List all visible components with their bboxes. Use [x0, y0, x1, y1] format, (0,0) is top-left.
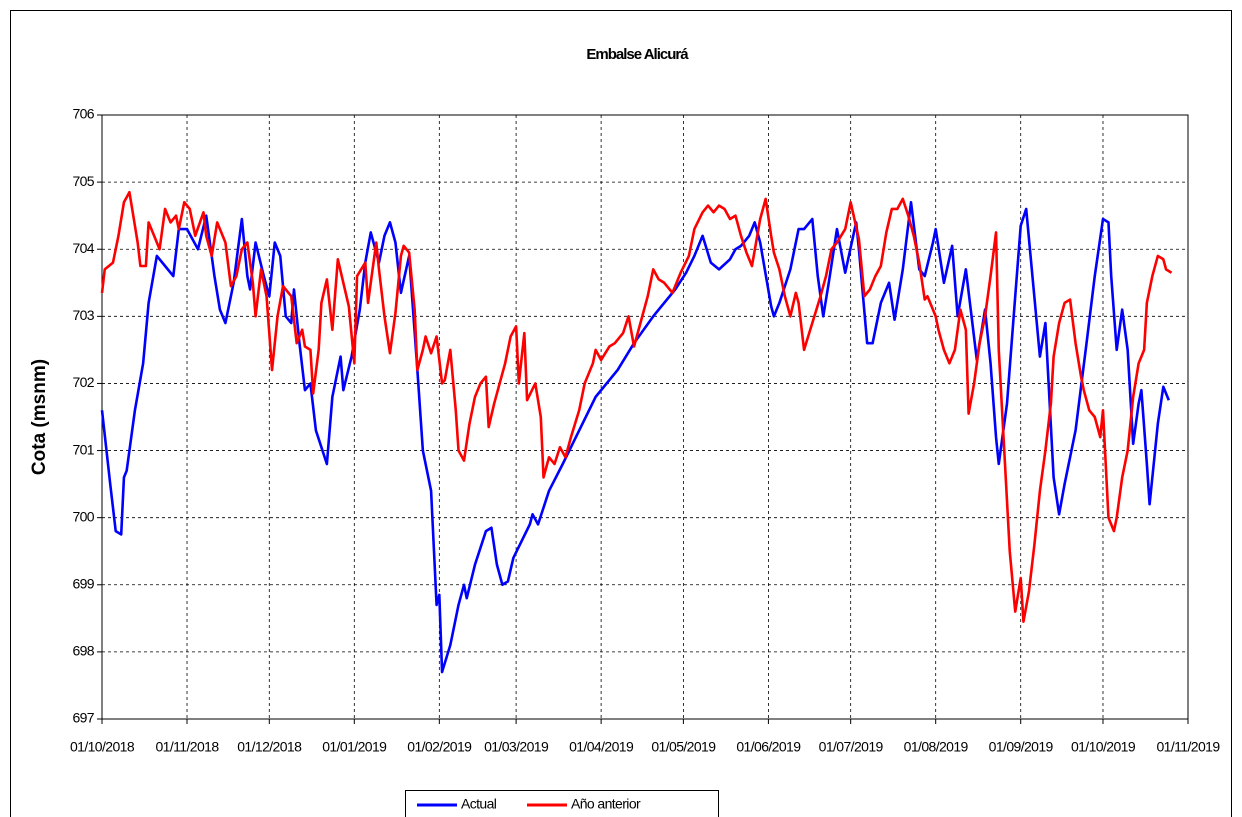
- y-tick-label: 698: [72, 643, 94, 659]
- x-tick-label: 01/11/2019: [1156, 739, 1220, 755]
- series-line: [100, 190, 1173, 623]
- y-tick-label: 701: [72, 441, 94, 457]
- x-tick-label: 01/03/2019: [484, 739, 549, 755]
- y-tick-label: 706: [72, 106, 94, 122]
- x-tick-label: 01/11/2018: [155, 739, 219, 755]
- x-tick-label: 01/02/2019: [407, 739, 472, 755]
- y-tick-label: 700: [72, 508, 94, 524]
- x-tick-label: 01/04/2019: [569, 739, 634, 755]
- x-tick-label: 01/08/2019: [904, 739, 969, 755]
- y-tick-label: 697: [72, 710, 94, 726]
- x-tick-label: 01/05/2019: [651, 739, 716, 755]
- x-tick-label: 01/09/2019: [989, 739, 1054, 755]
- y-tick-label: 699: [72, 575, 94, 591]
- plot-area: [102, 115, 1188, 719]
- x-tick-label: 01/06/2019: [736, 739, 801, 755]
- legend-label: Año anterior: [571, 796, 641, 812]
- y-tick-label: 703: [72, 307, 94, 323]
- series-line: [100, 200, 1171, 674]
- x-tick-label: 01/01/2019: [322, 739, 387, 755]
- legend-label: Actual: [461, 796, 497, 812]
- x-tick-label: 01/12/2018: [237, 739, 302, 755]
- y-tick-label: 705: [72, 173, 94, 189]
- legend-box: [405, 790, 719, 817]
- chart-title: Embalse Alicurá: [586, 46, 689, 63]
- x-tick-label: 01/10/2019: [1071, 739, 1136, 755]
- legend: Actual Año anterior: [405, 790, 719, 817]
- y-tick-label: 704: [72, 240, 94, 256]
- x-tick-label: 01/07/2019: [819, 739, 884, 755]
- x-tick-label: 01/10/2018: [70, 739, 135, 755]
- y-tick-label: 702: [72, 374, 94, 390]
- y-axis-label: Cota (msnm): [29, 359, 50, 475]
